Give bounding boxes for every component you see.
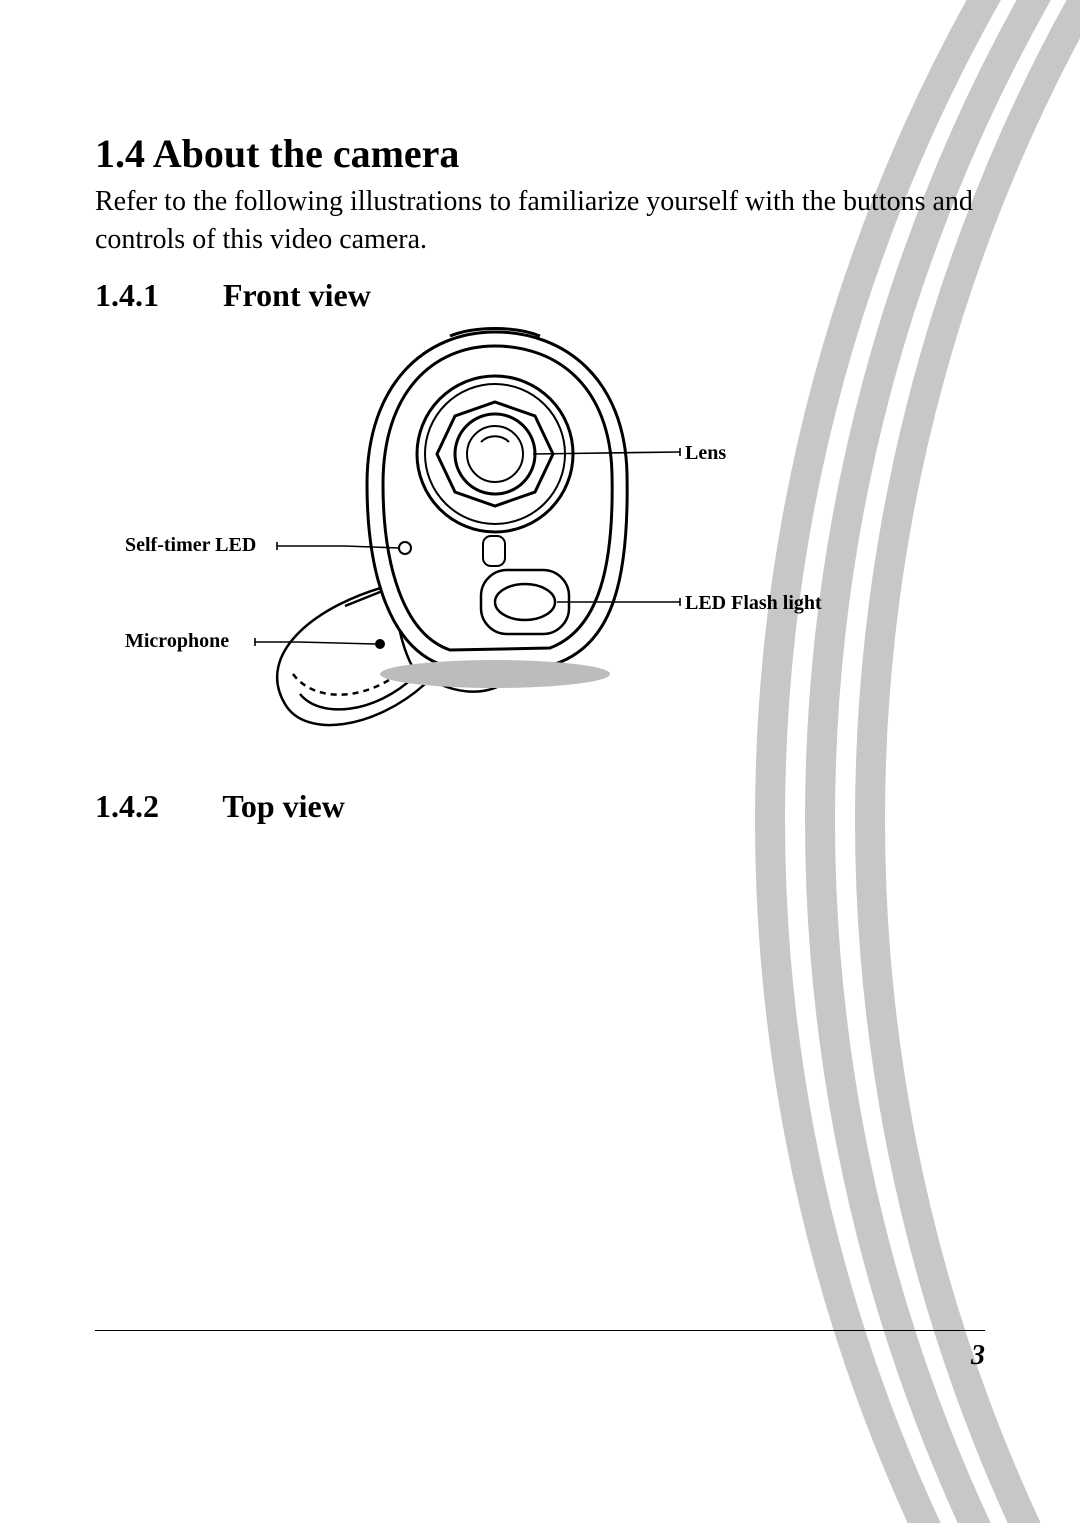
subsection-2-number: 1.4.2 [95,788,215,825]
footer-rule [95,1330,985,1331]
self-timer-led [399,542,411,554]
shadow [380,660,610,688]
subsection-1-title-text: Front view [223,277,371,313]
callout-lens: Lens [685,442,726,465]
subsection-2-title: 1.4.2 Top view [95,788,985,825]
microphone [375,639,385,649]
callout-microphone: Microphone [125,630,229,653]
body-hinge [483,536,505,566]
subsection-1-number: 1.4.1 [95,277,215,314]
manual-page: 1.4 About the camera Refer to the follow… [0,0,1080,1523]
callout-self-timer: Self-timer LED [125,534,256,557]
front-view-diagram: Lens LED Flash light Self-timer LED Micr… [95,324,985,754]
subsection-2-title-text: Top view [222,788,344,824]
section-title: 1.4 About the camera [95,130,985,177]
callout-led-flash: LED Flash light [685,592,822,615]
subsection-1-title: 1.4.1 Front view [95,277,985,314]
page-content: 1.4 About the camera Refer to the follow… [95,130,985,835]
page-number: 3 [971,1340,985,1372]
section-number: 1.4 [95,131,145,176]
section-intro: Refer to the following illustrations to … [95,183,985,259]
section-title-text: About the camera [153,131,460,176]
led-flash-light [481,570,569,634]
